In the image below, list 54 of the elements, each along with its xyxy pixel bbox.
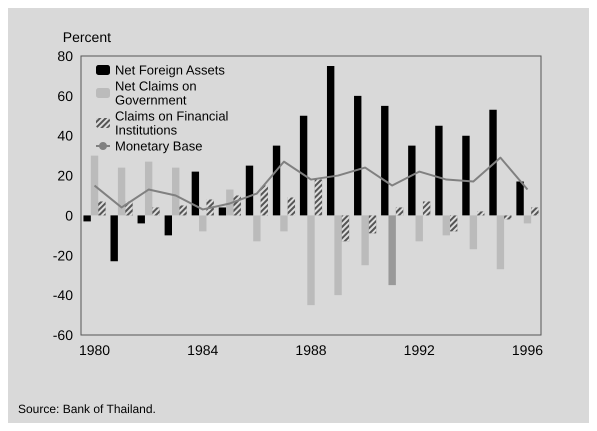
- y-tick-label: -40: [52, 287, 74, 304]
- bar: [164, 215, 172, 236]
- y-tick-label: 60: [57, 88, 74, 104]
- bar: [226, 190, 234, 216]
- bar: [416, 215, 423, 242]
- bar: [253, 215, 261, 242]
- bar: [83, 215, 91, 222]
- y-tick-label: -60: [52, 327, 74, 343]
- legend-label: Monetary Base: [115, 138, 202, 154]
- legend-label: Net Claims on Government: [115, 78, 200, 108]
- bar: [524, 215, 532, 224]
- bar: [435, 126, 443, 216]
- legend-label: Claims on Financial Institutions: [115, 108, 232, 138]
- y-tick-label: 80: [57, 48, 74, 64]
- y-tick-label: 0: [65, 207, 74, 224]
- bar: [442, 215, 450, 236]
- bar: [272, 146, 280, 216]
- bar: [354, 96, 362, 216]
- bar: [199, 215, 206, 232]
- bar: [470, 215, 478, 250]
- bar: [246, 166, 254, 216]
- x-tick-label: 1984: [187, 342, 219, 358]
- y-tick-label: -20: [52, 247, 74, 264]
- y-tick-label: 20: [57, 168, 74, 184]
- bar: [110, 215, 118, 262]
- bar: [280, 215, 288, 232]
- bar: [144, 162, 152, 216]
- bar: [388, 215, 396, 286]
- bar: [118, 168, 126, 216]
- bar: [516, 182, 524, 216]
- line-series: [94, 156, 528, 210]
- bar: [489, 110, 497, 216]
- legend-label: Net Foreign Assets: [115, 62, 226, 78]
- y-tick-label: 40: [57, 128, 74, 144]
- y-axis-title: Percent: [62, 29, 112, 45]
- bar: [300, 116, 308, 216]
- bar: [218, 207, 226, 216]
- bar: [334, 215, 342, 296]
- x-tick-label: 1988: [295, 342, 327, 358]
- bar: [408, 146, 416, 216]
- source-note: Source: Bank of Thailand.: [18, 402, 156, 416]
- bar: [462, 136, 470, 216]
- bar: [192, 172, 200, 216]
- bar: [138, 215, 145, 224]
- bar: [361, 215, 369, 266]
- bar: [496, 215, 504, 270]
- x-tick-label: 1980: [78, 342, 110, 358]
- bar: [307, 215, 315, 306]
- x-tick-label: 1996: [512, 342, 544, 358]
- x-tick-label: 1992: [404, 342, 436, 358]
- bar: [326, 66, 334, 216]
- bar: [381, 106, 388, 216]
- bar: [172, 168, 180, 216]
- bar: [90, 156, 98, 216]
